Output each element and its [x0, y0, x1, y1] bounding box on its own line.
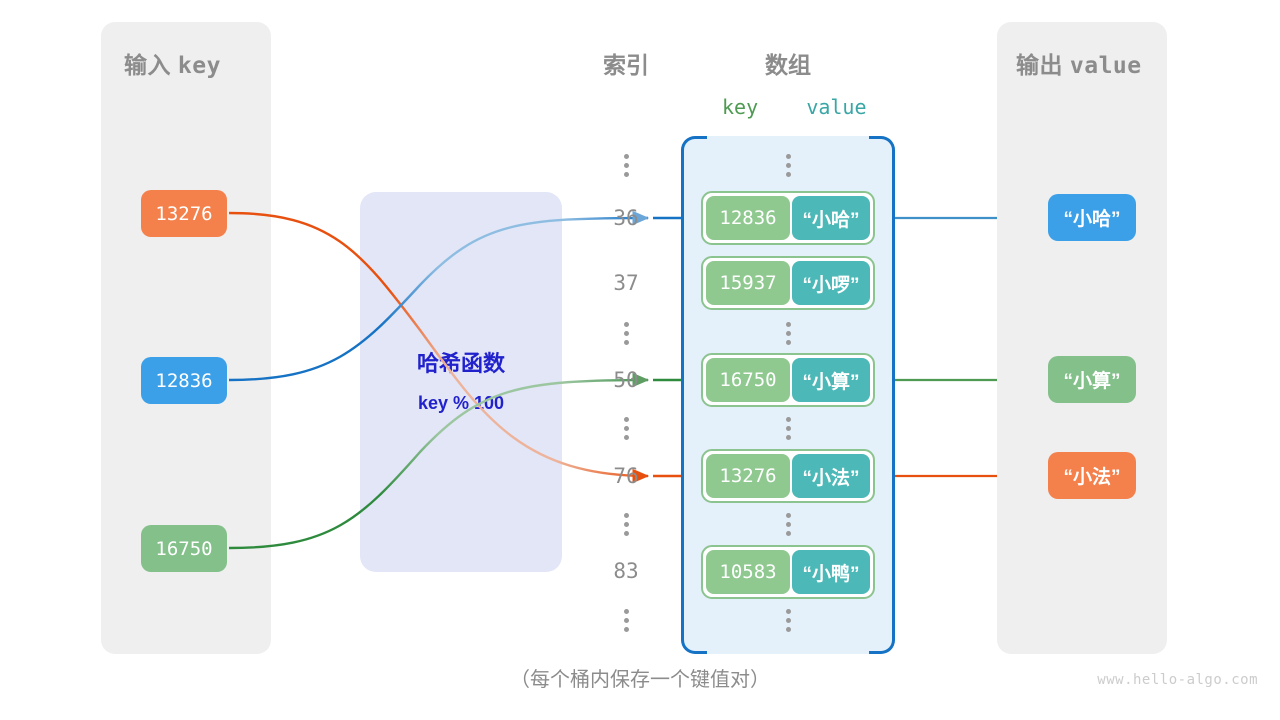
output-panel-title-mono: value [1069, 53, 1142, 79]
bucket-36-key: 12836 [706, 196, 790, 240]
diagram-caption: （每个桶内保存一个键值对） [510, 669, 770, 691]
key-value-header: key value [722, 95, 867, 119]
index-label-36: 36 [613, 206, 639, 230]
bucket-37[interactable]: 15937 “小啰” [701, 256, 875, 310]
bucket-50-value: “小算” [792, 358, 870, 402]
index-ellipsis-76-83 [621, 513, 631, 536]
bucket-83[interactable]: 10583 “小鸭” [701, 545, 875, 599]
index-ellipsis-50-76 [621, 417, 631, 440]
output-panel-title-cn: 输出 [1016, 52, 1063, 78]
array-column-header: 数组 [765, 52, 811, 78]
watermark: www.hello-algo.com [1097, 672, 1258, 688]
array-ellipsis-37-50 [783, 322, 793, 345]
bucket-76-value: “小法” [792, 454, 870, 498]
index-label-37: 37 [613, 271, 639, 295]
hash-function-title: 哈希函数 [416, 351, 505, 376]
bucket-50-key: 16750 [706, 358, 790, 402]
bucket-36-value: “小哈” [792, 196, 870, 240]
array-ellipsis-76-83 [783, 513, 793, 536]
input-panel-title-cn: 输入 [124, 52, 171, 78]
output-value-panel [997, 22, 1167, 654]
output-value-chip-xiaofa[interactable]: “小法” [1048, 452, 1136, 499]
bucket-83-value: “小鸭” [792, 550, 870, 594]
input-key-chip-13276[interactable]: 13276 [141, 190, 227, 237]
input-key-chip-16750[interactable]: 16750 [141, 525, 227, 572]
array-ellipsis-bottom [783, 609, 793, 632]
index-column-header: 索引 [603, 52, 649, 78]
input-key-chip-12836[interactable]: 12836 [141, 357, 227, 404]
input-panel-title: 输入 key [124, 46, 221, 80]
index-label-50: 50 [613, 368, 639, 392]
kv-header-value: value [806, 95, 867, 119]
index-ellipsis-37-50 [621, 322, 631, 345]
hash-function-box [360, 192, 562, 572]
bucket-76[interactable]: 13276 “小法” [701, 449, 875, 503]
index-ellipsis-bottom [621, 609, 631, 632]
array-ellipsis-50-76 [783, 417, 793, 440]
array-bracket-left [681, 136, 707, 654]
index-ellipsis-top [621, 154, 631, 177]
array-bracket-right [869, 136, 895, 654]
bucket-50[interactable]: 16750 “小算” [701, 353, 875, 407]
array-ellipsis-top [783, 154, 793, 177]
kv-header-key: key [722, 95, 759, 119]
bucket-37-key: 15937 [706, 261, 790, 305]
bucket-37-value: “小啰” [792, 261, 870, 305]
hash-function-formula: key % 100 [417, 393, 505, 413]
bucket-83-key: 10583 [706, 550, 790, 594]
input-panel-title-mono: key [177, 53, 221, 79]
bucket-76-key: 13276 [706, 454, 790, 498]
index-label-76: 76 [613, 464, 639, 488]
output-panel-title: 输出 value [1016, 46, 1142, 80]
output-value-chip-xiaosuan[interactable]: “小算” [1048, 356, 1136, 403]
index-label-83: 83 [613, 559, 639, 583]
output-value-chip-xiaoha[interactable]: “小哈” [1048, 194, 1136, 241]
bucket-36[interactable]: 12836 “小哈” [701, 191, 875, 245]
